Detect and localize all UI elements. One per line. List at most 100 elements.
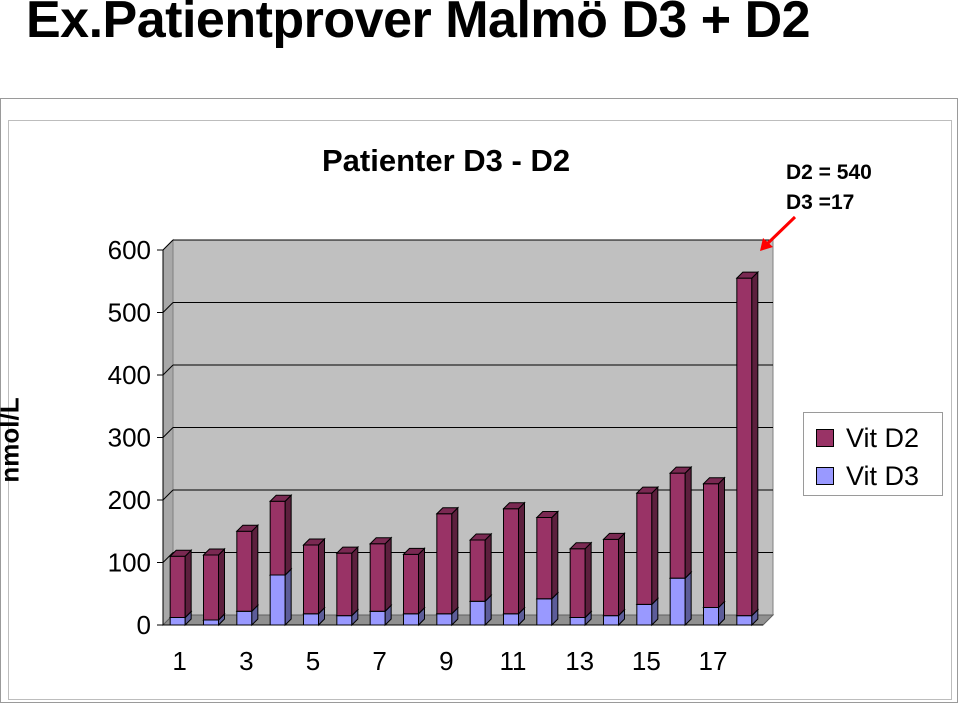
bar-d3 xyxy=(269,574,286,626)
legend-item-d2: Vit D2 xyxy=(816,423,919,453)
y-tick-label: 500 xyxy=(108,298,151,328)
bar-d2-top xyxy=(235,524,260,532)
slide-title: Ex.Patientprover Malmö D3 + D2 xyxy=(26,0,811,49)
bar-d2-side xyxy=(451,506,459,615)
bar-d2-side xyxy=(184,549,192,619)
bar-d2 xyxy=(369,543,386,612)
legend-swatch-d3 xyxy=(816,467,834,485)
bar-d2-top xyxy=(635,486,660,494)
x-tick-label: 5 xyxy=(306,646,320,676)
gridline-side xyxy=(162,552,174,563)
gridline-side xyxy=(162,489,174,501)
annotation-arrow xyxy=(763,215,797,248)
bar-d2-top xyxy=(302,538,326,546)
bar-d3 xyxy=(436,613,453,626)
chart-title: Patienter D3 - D2 xyxy=(322,143,571,178)
bar-d3 xyxy=(536,598,553,626)
bar-d3 xyxy=(603,615,619,626)
annotation-d2: D2 = 540 xyxy=(786,161,872,184)
x-tick-label: 17 xyxy=(699,646,728,676)
legend-label-d3: Vit D3 xyxy=(846,460,920,491)
bar-d3 xyxy=(369,610,386,626)
bar-d2-side xyxy=(584,541,592,619)
y-tick-label: 200 xyxy=(108,485,151,515)
bar-d2-side xyxy=(251,524,259,613)
bar-d2-side xyxy=(484,532,492,603)
bar-d2 xyxy=(403,553,419,615)
bar-d2 xyxy=(436,513,453,615)
bar-d2-side xyxy=(551,510,559,600)
bar-d2-top xyxy=(435,507,460,515)
annotation-arrow-head xyxy=(760,238,773,251)
bar-d2-top xyxy=(668,466,693,474)
gridline-side xyxy=(162,239,174,251)
x-tick-label: 9 xyxy=(439,646,453,676)
y-tick-label: 0 xyxy=(137,610,151,640)
gridline-side xyxy=(162,302,174,313)
bar-d2-side xyxy=(351,545,359,617)
y-tick-label: 100 xyxy=(108,548,151,578)
y-tick-label: 600 xyxy=(108,235,151,265)
bar-d2-side xyxy=(284,494,292,577)
x-tick-label: 13 xyxy=(565,646,594,676)
bar-d2-side xyxy=(318,537,325,615)
bar-d3 xyxy=(736,615,753,626)
bar-d3 xyxy=(703,607,719,626)
bar-d2-top xyxy=(468,533,493,541)
bar-d2-side xyxy=(384,536,392,613)
bar-d3 xyxy=(403,613,419,626)
x-tick-label: 3 xyxy=(239,646,253,676)
y-tick-label: 400 xyxy=(108,360,151,390)
bar-d2 xyxy=(203,554,219,621)
bar-d2-top xyxy=(735,271,760,279)
bar-d2-side xyxy=(684,465,692,580)
bar-d2 xyxy=(603,538,619,617)
y-tick-label: 300 xyxy=(108,423,151,453)
bar-d2 xyxy=(669,472,686,579)
bar-d2 xyxy=(569,548,586,618)
bar-d2 xyxy=(269,500,286,576)
bar-d2-side xyxy=(418,547,425,615)
bar-d2 xyxy=(503,508,519,615)
bar-d2-top xyxy=(268,494,293,502)
annotation: D2 = 540 D3 =17 xyxy=(786,158,872,218)
legend: Vit D2 Vit D3 xyxy=(803,412,943,496)
bar-d2-side xyxy=(751,270,759,617)
x-tick-label: 15 xyxy=(632,646,661,676)
legend-item-d3: Vit D3 xyxy=(816,461,919,491)
bar-d2 xyxy=(636,492,653,605)
bar-d2-top xyxy=(368,537,393,545)
x-tick-label: 7 xyxy=(372,646,386,676)
bar-d2 xyxy=(736,277,753,617)
bar-d2-top xyxy=(702,477,726,485)
bar-d2-top xyxy=(502,502,526,510)
bar-d2 xyxy=(336,552,353,617)
chart-area-border xyxy=(8,120,952,700)
bar-d2 xyxy=(469,539,486,602)
legend-label-d2: Vit D2 xyxy=(846,422,920,453)
x-tick-label: 1 xyxy=(172,646,186,676)
bar-d2-top xyxy=(168,549,193,557)
bar-d2 xyxy=(236,530,253,612)
bar-d3-side xyxy=(284,567,292,627)
bar-d3 xyxy=(503,613,519,626)
bar-d2 xyxy=(536,517,553,600)
bar-d2 xyxy=(703,483,719,608)
bar-d2-top xyxy=(335,546,360,554)
gridline-side xyxy=(162,427,174,438)
bar-d3 xyxy=(169,617,186,626)
bar-d2-top xyxy=(202,548,226,556)
bar-d3 xyxy=(569,617,586,626)
bar-d2-top xyxy=(568,542,593,550)
bar-d3 xyxy=(669,577,686,626)
bar-d3 xyxy=(303,613,319,626)
bar-d2-top xyxy=(602,532,626,540)
bar-d3 xyxy=(469,600,486,626)
bar-d2 xyxy=(169,555,186,618)
gridline-side xyxy=(162,364,174,376)
bar-d3-side xyxy=(684,570,692,627)
annotation-d3: D3 =17 xyxy=(786,191,855,214)
bar-d2-top xyxy=(402,547,426,555)
bar-d2-top xyxy=(535,511,560,518)
